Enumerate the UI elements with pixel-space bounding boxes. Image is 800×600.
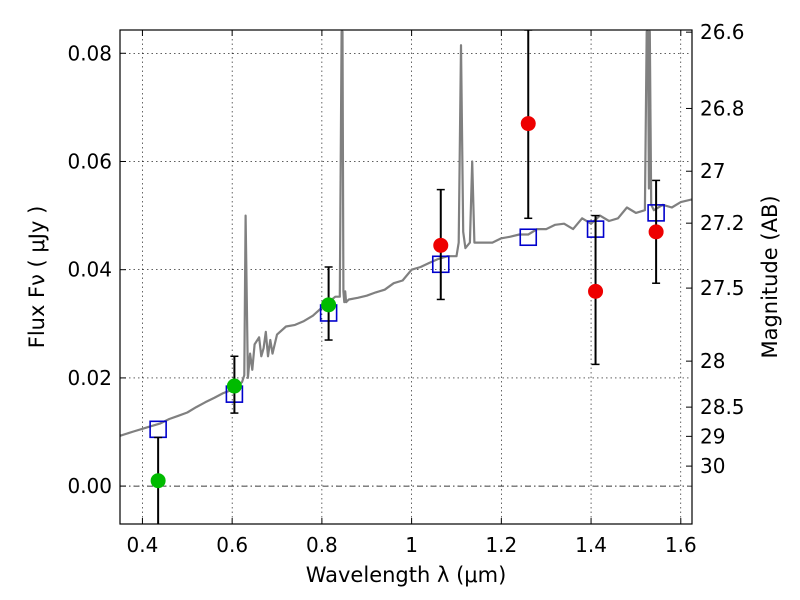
red-data-point	[588, 283, 604, 299]
magnitude-tick-label: 29	[700, 424, 725, 448]
magnitude-tick-label: 26.6	[700, 20, 745, 44]
magnitude-tick-label: 27.5	[700, 276, 745, 300]
x-tick-label: 0.8	[306, 533, 338, 557]
template-spectrum-line	[120, 30, 692, 437]
y-tick-label: 0.06	[67, 149, 112, 173]
red-data-point	[648, 224, 664, 240]
x-tick-label: 1.2	[485, 533, 517, 557]
green-data-point	[226, 378, 242, 394]
magnitude-tick-label: 28.5	[700, 395, 745, 419]
magnitude-tick-label: 26.8	[700, 96, 745, 120]
right-axis-label: Magnitude (AB)	[758, 195, 782, 358]
green-data-point	[150, 473, 166, 489]
magnitude-tick-label: 27.2	[700, 211, 745, 235]
magnitude-tick-label: 28	[700, 349, 725, 373]
model-square-marker	[519, 228, 538, 247]
x-tick-label: 1	[405, 533, 418, 557]
plot-area	[120, 30, 692, 524]
x-tick-label: 0.6	[216, 533, 248, 557]
y-tick-label: 0.08	[67, 41, 112, 65]
y-tick-label: 0.00	[67, 474, 112, 498]
y-tick-label: 0.02	[67, 366, 112, 390]
ticks: 0.4 0.6 0.8 1 1.2 1.4 1.6 0.00 0.02 0.04 0.06 0.08 2…	[67, 20, 744, 557]
green-data-point	[321, 297, 337, 313]
y-axis-label: Flux Fν ( μJy )	[25, 206, 49, 349]
magnitude-tick-label: 30	[700, 454, 725, 478]
x-tick-label: 0.4	[127, 533, 159, 557]
magnitude-tick-label: 27	[700, 159, 725, 183]
x-tick-label: 1.6	[665, 533, 697, 557]
red-data-point	[520, 116, 536, 132]
plot-frame	[119, 29, 693, 525]
y-tick-label: 0.04	[67, 258, 112, 282]
x-tick-label: 1.4	[575, 533, 607, 557]
red-data-point	[433, 237, 449, 253]
x-axis-label: Wavelength λ (μm)	[306, 563, 507, 587]
